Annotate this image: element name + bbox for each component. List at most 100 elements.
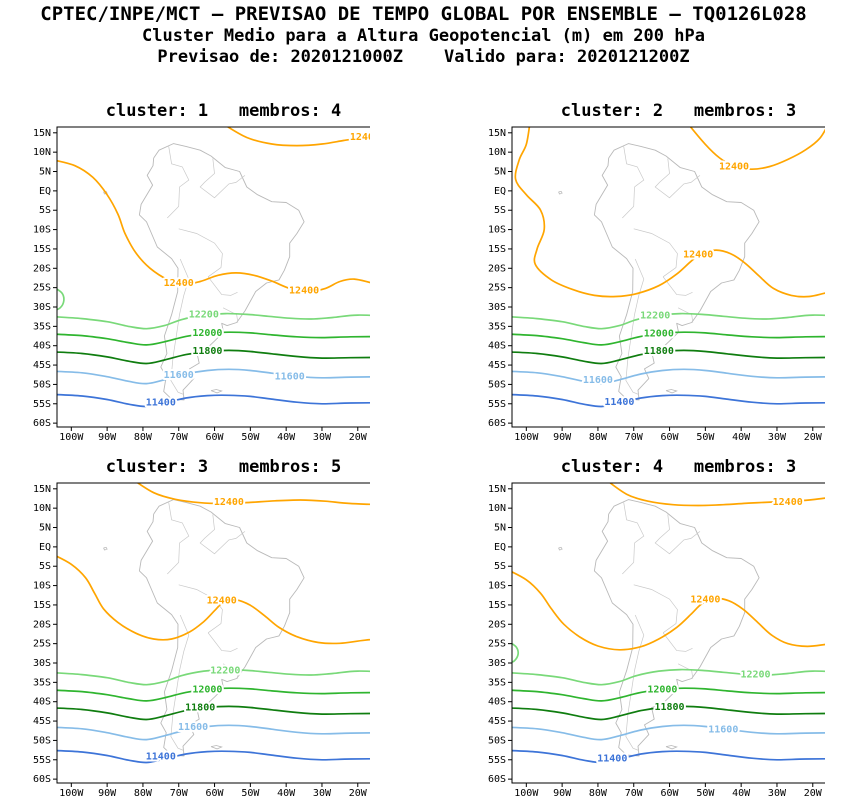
lat-tick-label: 15N: [33, 128, 51, 139]
lon-tick-label: 90W: [98, 432, 117, 443]
lat-tick-label: 35S: [33, 677, 51, 688]
contour-label: 12000: [192, 684, 222, 695]
contour-12400: [226, 127, 370, 147]
contour-11600: [512, 368, 825, 385]
contour-11400: [57, 749, 370, 764]
lat-tick-label: 15S: [488, 600, 506, 611]
panels-grid: cluster: 1 membros: 4 12400 12400 12400 122…: [0, 100, 847, 800]
map-canvas-2: 12400 12400 12200 12000 11800 11600 11400 100W 9…: [488, 126, 825, 443]
lon-tick-label: 100W: [59, 788, 84, 799]
lon-tick-label: 60W: [206, 432, 225, 443]
coastlines: [103, 499, 305, 757]
lat-tick-label: 45S: [33, 360, 51, 371]
contours: [512, 127, 825, 408]
lat-tick-label: 60S: [33, 418, 51, 429]
map-frame: [511, 126, 825, 428]
lon-tick-label: 80W: [589, 432, 608, 443]
lon-tick-label: 70W: [625, 788, 644, 799]
lat-tick-label: 5S: [39, 205, 51, 216]
lat-tick-label: 50S: [488, 379, 506, 390]
contour-label: 11400: [604, 397, 634, 408]
contour-label: 11800: [185, 703, 215, 714]
contour-12200: [512, 668, 825, 686]
chart-title-line-2: Cluster Medio para a Altura Geopotencial…: [142, 26, 705, 46]
lon-tick-label: 70W: [625, 432, 644, 443]
contour-11400: [512, 393, 825, 408]
cluster-panel-2: cluster: 2 membros: 3 12400 12400 12200 120…: [480, 100, 825, 444]
contour-label: 11800: [654, 702, 684, 713]
lon-tick-label: 50W: [241, 432, 260, 443]
lon-tick-label: 20W: [804, 788, 823, 799]
contour-label: 12200: [640, 311, 670, 322]
map-frame: [56, 482, 370, 784]
lat-tick-label: 60S: [33, 774, 51, 785]
lon-tick-label: 80W: [134, 788, 153, 799]
lat-tick-label: 40S: [33, 341, 51, 352]
contour-labels: 12400 12400 12200 12000 11800 11600 11400: [581, 160, 751, 411]
contour-label: 12200: [740, 670, 770, 681]
lat-tick-label: 55S: [33, 755, 51, 766]
lat-tick-label: 5N: [39, 523, 51, 534]
contour-11800: [512, 349, 825, 365]
lat-tick-label: 5N: [494, 167, 506, 178]
lon-tick-label: 90W: [98, 788, 117, 799]
contour-label: 12400: [350, 132, 370, 143]
map-canvas-4: 12400 12400 12200 12000 11800 11600 11400 100W 9…: [488, 482, 825, 799]
lat-tick-label: 35S: [488, 321, 506, 332]
contour-12200: [57, 668, 370, 686]
lon-tick-label: 100W: [514, 432, 539, 443]
axis-ticks: 100W 90W 80W 70W 60W 50W 40W 30W 20W 15N 10N 5N EQ 5S…: [488, 128, 823, 443]
contour-label: 11600: [178, 722, 208, 733]
lon-tick-label: 70W: [170, 432, 189, 443]
lat-tick-label: 10N: [33, 147, 51, 158]
contour-label: 12200: [189, 310, 219, 321]
lat-tick-label: 50S: [33, 379, 51, 390]
contour-label: 12200: [210, 665, 240, 676]
lat-tick-label: 45S: [33, 716, 51, 727]
coastlines: [558, 143, 760, 401]
chart-header: CPTEC/INPE/MCT — PREVISAO DE TEMPO GLOBA…: [0, 0, 847, 68]
lat-tick-label: 40S: [488, 697, 506, 708]
lat-tick-label: 40S: [33, 697, 51, 708]
lat-tick-label: 10N: [488, 503, 506, 514]
lat-tick-label: EQ: [494, 542, 506, 553]
cluster-panel-3: cluster: 3 membros: 5 12400 12400 12200 120…: [25, 456, 370, 800]
lon-tick-label: 30W: [768, 432, 787, 443]
contour-label: 11800: [192, 346, 222, 357]
lat-tick-label: 10S: [488, 225, 506, 236]
lon-tick-label: 60W: [206, 788, 225, 799]
lon-tick-label: 20W: [349, 432, 368, 443]
lat-tick-label: 30S: [33, 302, 51, 313]
lat-tick-label: 5S: [494, 561, 506, 572]
cluster-panel-1: cluster: 1 membros: 4 12400 12400 12400 122…: [25, 100, 370, 444]
lon-tick-label: 60W: [661, 788, 680, 799]
contour-label: 12400: [164, 278, 194, 289]
contours: [512, 483, 825, 764]
axis-ticks: 100W 90W 80W 70W 60W 50W 40W 30W 20W 15N 10N 5N EQ 5S…: [33, 128, 368, 443]
lat-tick-label: 5N: [494, 523, 506, 534]
contour-12400: [608, 483, 825, 507]
contour-labels: 12400 12400 12400 12200 12000 11800 11600 11600…: [144, 130, 370, 411]
chart-title-line-3: Previsao de: 2020121000Z Valido para: 20…: [157, 47, 690, 67]
lat-tick-label: 30S: [488, 302, 506, 313]
lat-tick-label: 5N: [39, 167, 51, 178]
contour-label: 11400: [597, 754, 627, 765]
lat-tick-label: 35S: [33, 321, 51, 332]
panel-title-4: cluster: 4 membros: 3: [560, 457, 797, 477]
lat-tick-label: 45S: [488, 716, 506, 727]
lat-tick-label: 40S: [488, 341, 506, 352]
lat-tick-label: 15S: [33, 244, 51, 255]
lat-tick-label: 25S: [488, 283, 506, 294]
lon-tick-label: 40W: [732, 432, 751, 443]
contour-11600: [57, 368, 370, 385]
lat-tick-label: 10N: [488, 147, 506, 158]
contour-label: 12400: [207, 596, 237, 607]
contour-12200: [512, 312, 825, 330]
contour-12400: [57, 555, 370, 645]
lat-tick-label: 60S: [488, 418, 506, 429]
lon-tick-label: 50W: [241, 788, 260, 799]
contour-12000: [57, 687, 370, 702]
contour-12400: [689, 127, 825, 171]
lon-tick-label: 30W: [313, 432, 332, 443]
lat-tick-label: 30S: [488, 658, 506, 669]
